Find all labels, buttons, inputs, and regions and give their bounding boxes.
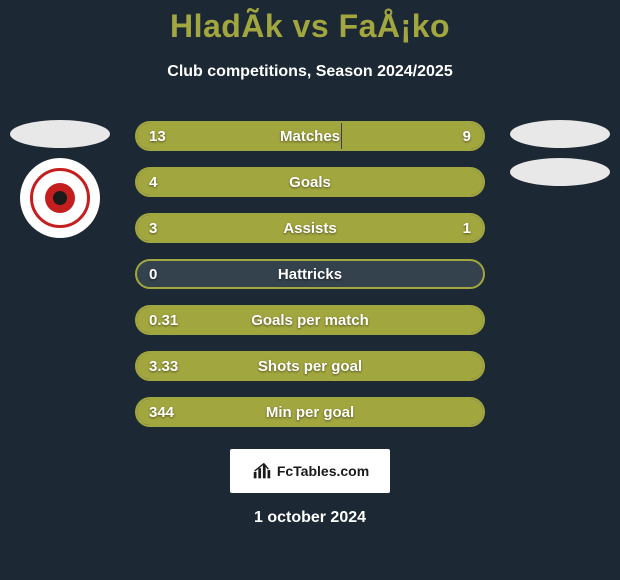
flag-oval xyxy=(510,158,610,186)
stat-row: 344Min per goal xyxy=(135,397,485,427)
stat-right-value: 9 xyxy=(463,123,471,149)
stat-row: 0Hattricks xyxy=(135,259,485,289)
stat-label: Goals per match xyxy=(137,307,483,333)
right-badge-column xyxy=(510,120,610,186)
club-crest xyxy=(20,158,100,238)
subtitle: Club competitions, Season 2024/2025 xyxy=(0,63,620,81)
stat-label: Goals xyxy=(137,169,483,195)
stat-row: 3Assists1 xyxy=(135,213,485,243)
stat-label: Shots per goal xyxy=(137,353,483,379)
left-badge-column xyxy=(10,120,110,238)
watermark-text: FcTables.com xyxy=(277,463,369,479)
chart-icon xyxy=(251,460,273,482)
stat-row: 3.33Shots per goal xyxy=(135,351,485,381)
stat-label: Hattricks xyxy=(137,261,483,287)
watermark: FcTables.com xyxy=(230,449,390,493)
stat-right-value: 1 xyxy=(463,215,471,241)
date-label: 1 october 2024 xyxy=(0,509,620,527)
stat-row: 13Matches9 xyxy=(135,121,485,151)
page-title: HladÃ­k vs FaÅ¡ko xyxy=(0,0,620,45)
stat-label: Matches xyxy=(137,123,483,149)
stat-label: Min per goal xyxy=(137,399,483,425)
stat-label: Assists xyxy=(137,215,483,241)
stats-bars: 13Matches9 4Goals 3Assists1 0Hattricks 0.31G… xyxy=(135,121,485,427)
stat-row: 4Goals xyxy=(135,167,485,197)
flag-oval xyxy=(510,120,610,148)
stat-row: 0.31Goals per match xyxy=(135,305,485,335)
flag-oval xyxy=(10,120,110,148)
